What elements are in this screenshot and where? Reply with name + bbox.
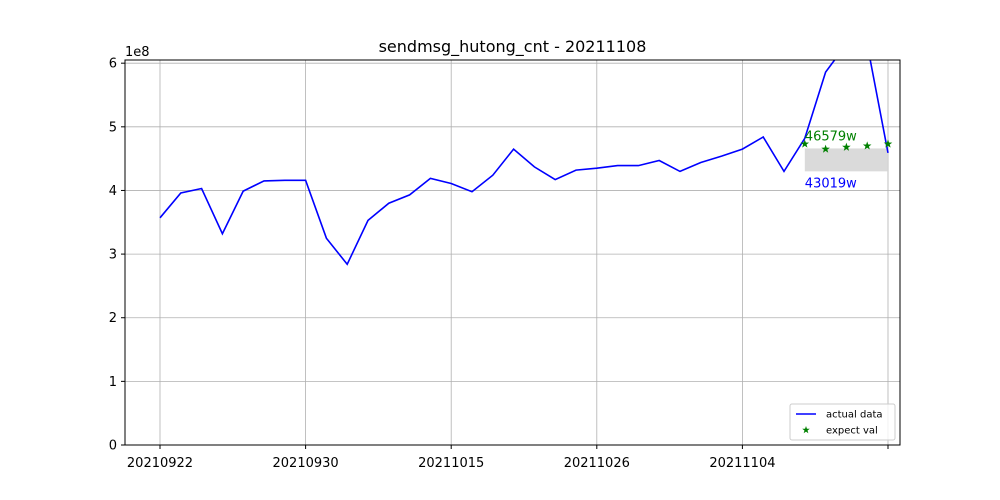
x-tick-label: 20211026 bbox=[564, 456, 630, 471]
chart-title: sendmsg_hutong_cnt - 20211108 bbox=[379, 37, 647, 57]
y-tick-label: 3 bbox=[109, 248, 117, 263]
x-tick-label: 20211015 bbox=[418, 456, 484, 471]
series-line-actual-data bbox=[159, 60, 889, 266]
legend-label: expect val bbox=[826, 426, 878, 437]
x-tick-label: 20210922 bbox=[127, 456, 193, 471]
y-axis-multiplier: 1e8 bbox=[125, 45, 150, 60]
y-tick-label: 1 bbox=[109, 375, 117, 390]
y-tick-label: 2 bbox=[109, 311, 117, 326]
expect-val-point bbox=[862, 141, 872, 150]
legend-box bbox=[789, 403, 896, 441]
x-tick-label: 20211104 bbox=[709, 456, 775, 471]
expect-band bbox=[804, 148, 888, 172]
y-tick-label: 5 bbox=[109, 120, 117, 135]
legend: actual data expect val bbox=[789, 403, 896, 441]
x-tick-label: 20210930 bbox=[273, 456, 339, 471]
grid-lines bbox=[125, 60, 900, 446]
expect-val-point bbox=[883, 139, 893, 148]
band-annotation: 43019w bbox=[805, 176, 857, 191]
band-annotation: 46579w bbox=[805, 129, 857, 144]
y-tick-label: 0 bbox=[109, 439, 117, 454]
legend-swatch-expect-val bbox=[802, 426, 810, 434]
series-layer bbox=[159, 60, 893, 266]
y-tick-label: 6 bbox=[109, 57, 117, 72]
expect-val-point bbox=[800, 139, 810, 148]
legend-label: actual data bbox=[826, 410, 883, 421]
y-tick-label: 4 bbox=[109, 184, 117, 199]
axes bbox=[121, 59, 901, 449]
annotations: 46579w 43019w bbox=[805, 129, 857, 191]
expect-val-point bbox=[842, 142, 851, 151]
expect-range-band bbox=[804, 148, 888, 172]
tick-labels: 0 1 2 3 4 5 6 20210922 20210930 20211015 20211026 2… bbox=[109, 57, 776, 471]
plot-frame bbox=[124, 59, 901, 446]
expect-val-point bbox=[821, 144, 830, 153]
